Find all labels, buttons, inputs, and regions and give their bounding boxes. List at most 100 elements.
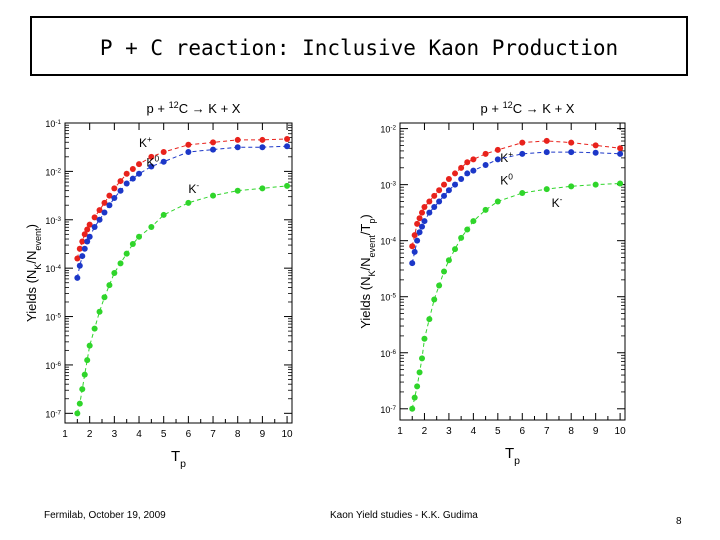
data-point <box>136 161 143 168</box>
data-point <box>259 185 266 192</box>
data-point <box>74 255 81 262</box>
data-point <box>96 308 103 315</box>
data-point <box>470 167 477 174</box>
y-tick-label: 10-6 <box>380 348 396 359</box>
data-point <box>123 170 130 177</box>
data-point <box>452 246 459 253</box>
data-point <box>79 386 86 393</box>
y-axis-label: Yields (NK/Nevent/Tp) <box>358 214 377 329</box>
data-point <box>129 165 136 172</box>
data-point <box>519 190 526 197</box>
y-tick-label: 10-3 <box>45 215 61 226</box>
data-point <box>210 139 217 146</box>
data-point <box>419 223 426 230</box>
data-point <box>464 226 471 233</box>
data-point <box>409 243 416 250</box>
data-point <box>106 282 113 289</box>
y-tick-label: 10-6 <box>45 360 61 371</box>
y-tick-label: 10-7 <box>45 409 61 420</box>
data-point <box>129 175 136 182</box>
data-point <box>464 170 471 177</box>
series-label: K+ <box>500 149 513 165</box>
data-point <box>470 156 477 163</box>
data-point <box>76 245 83 252</box>
chart-right: p + 12C → K + X 1 2 3 4 5 6 7 8 9 10 10-2 10-3 10-4 10… <box>358 100 626 467</box>
data-point <box>185 141 192 148</box>
data-point <box>519 150 526 157</box>
plot-frame <box>64 122 293 424</box>
data-point <box>458 176 465 183</box>
data-point <box>84 226 91 233</box>
data-point <box>482 150 489 157</box>
data-point <box>160 211 167 218</box>
page-number: 8 <box>676 516 682 527</box>
data-point <box>617 180 624 187</box>
x-tick-label: 6 <box>520 426 526 437</box>
data-point <box>101 294 108 301</box>
x-tick-label: 3 <box>446 426 452 437</box>
data-point <box>543 149 550 156</box>
data-point <box>111 185 118 192</box>
data-point <box>411 248 418 255</box>
data-point <box>284 135 291 142</box>
x-tick-label: 2 <box>87 429 93 440</box>
data-point <box>185 199 192 206</box>
data-point <box>284 182 291 189</box>
series-line-k <box>76 138 288 259</box>
data-point <box>106 202 113 209</box>
data-point <box>234 187 241 194</box>
data-point <box>431 204 438 211</box>
data-point <box>76 400 83 407</box>
data-point <box>421 335 428 342</box>
slide-title: P + C reaction: Inclusive Kaon Productio… <box>99 36 619 60</box>
data-point <box>445 187 452 194</box>
data-point <box>111 270 118 276</box>
data-point <box>123 250 130 257</box>
data-point <box>592 142 599 149</box>
data-point <box>421 204 428 211</box>
x-tick-label: 5 <box>495 426 501 437</box>
series-label: K+ <box>139 134 152 150</box>
data-point <box>117 178 124 185</box>
data-point <box>210 192 217 199</box>
data-point <box>86 233 93 240</box>
data-point <box>259 136 266 143</box>
x-tick-label: 8 <box>568 426 574 437</box>
data-point <box>436 187 443 194</box>
x-tick-label: 9 <box>260 429 266 440</box>
chart-left: p + 12C → K + X 1 2 3 4 5 6 7 8 9 10 10-1 10-2 10-3 10… <box>24 100 293 470</box>
series-label: K0 <box>500 172 513 188</box>
data-point <box>79 253 86 260</box>
chart-title: p + 12C → K + X <box>481 100 575 116</box>
data-point <box>91 214 98 221</box>
series-line-k0 <box>411 151 621 264</box>
data-point <box>81 245 88 252</box>
x-tick-label: 7 <box>210 429 216 440</box>
series-line-k <box>76 185 288 414</box>
data-point <box>426 198 433 205</box>
data-point <box>419 355 426 362</box>
x-tick-label: 2 <box>422 426 428 437</box>
data-point <box>421 218 428 225</box>
data-point <box>494 198 501 205</box>
data-point <box>106 192 113 199</box>
data-point <box>411 394 418 401</box>
data-point <box>96 216 103 223</box>
x-tick-label: 4 <box>136 429 142 440</box>
data-point <box>81 231 88 238</box>
x-tick-label: 5 <box>161 429 167 440</box>
data-point <box>458 234 465 241</box>
x-tick-label: 1 <box>62 429 68 440</box>
x-tick-label: 8 <box>235 429 241 440</box>
data-point <box>111 195 118 201</box>
data-point <box>259 144 266 151</box>
data-point <box>470 218 477 225</box>
data-point <box>441 181 448 188</box>
data-point <box>426 209 433 216</box>
data-point <box>414 383 421 390</box>
data-point <box>441 192 448 199</box>
data-point <box>519 139 526 146</box>
y-tick-label: 10-5 <box>45 312 61 323</box>
y-tick-label: 10-2 <box>380 124 396 135</box>
data-point <box>445 257 452 264</box>
